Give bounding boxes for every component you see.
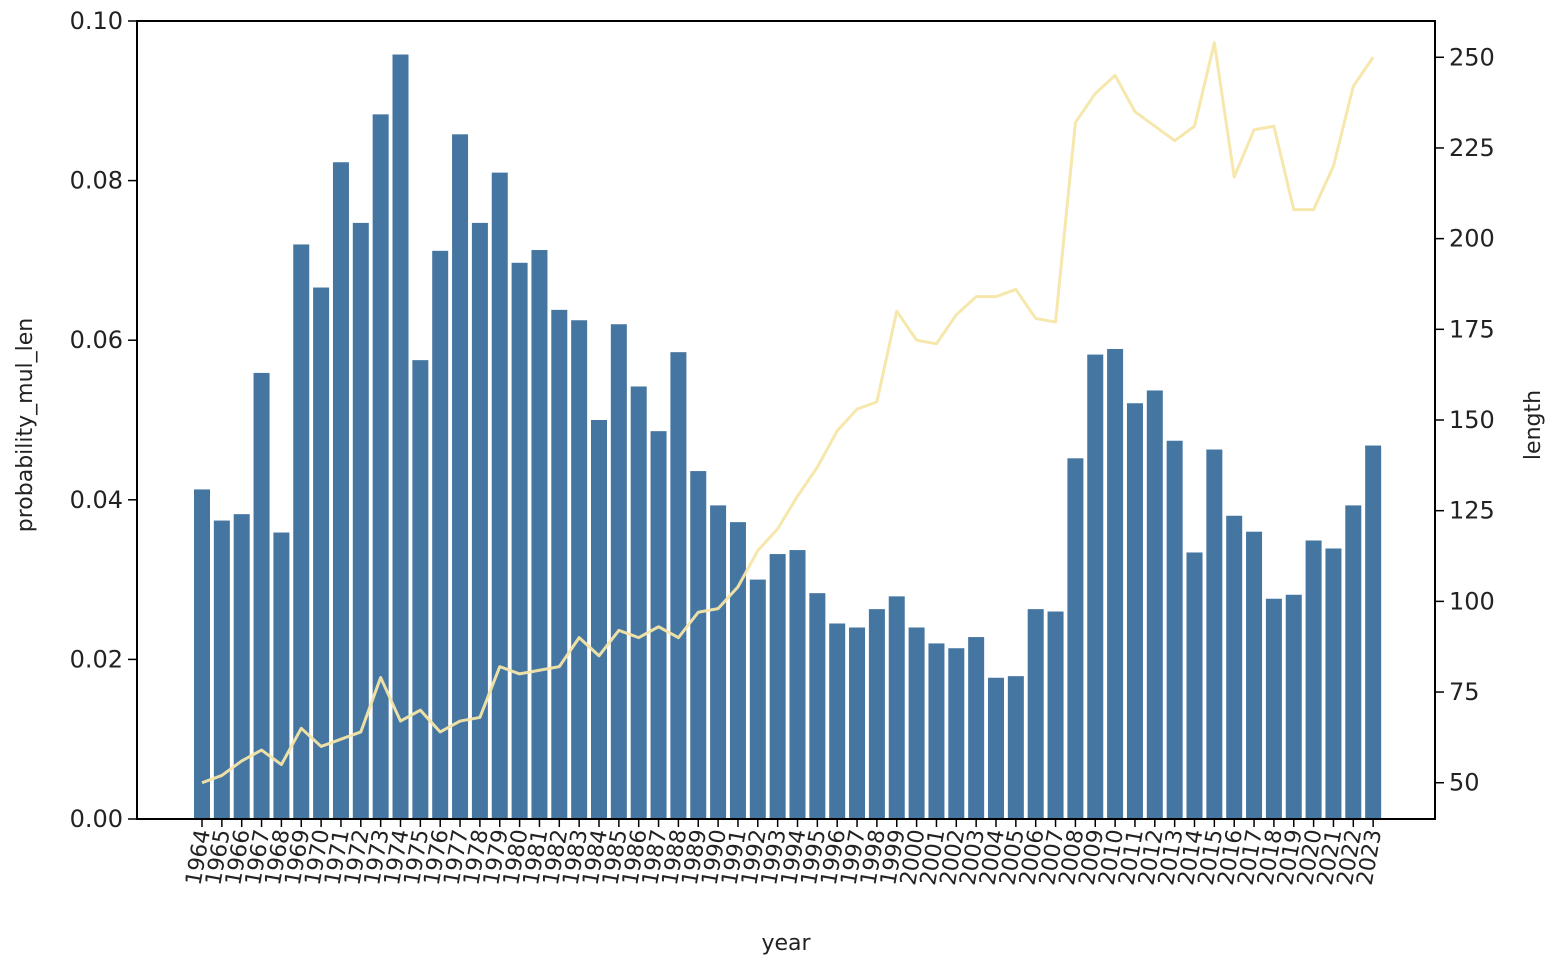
- bar: [531, 250, 548, 819]
- bar: [630, 386, 647, 819]
- y2-tick-label: 50: [1449, 769, 1480, 797]
- bar: [789, 550, 806, 819]
- bar: [213, 520, 230, 819]
- y2-tick-label: 125: [1449, 497, 1495, 525]
- bar-series: [194, 54, 1382, 820]
- bar: [948, 648, 965, 819]
- bar: [1285, 594, 1302, 819]
- bar: [809, 593, 826, 819]
- bar: [1166, 440, 1183, 819]
- bar: [1067, 458, 1084, 819]
- y2-tick-label: 175: [1449, 315, 1495, 343]
- x-axis: 1964196519661967196819691970197119721973…: [182, 819, 1387, 887]
- bar: [1325, 548, 1342, 819]
- bar: [233, 514, 250, 819]
- bar: [273, 532, 290, 819]
- bar: [1186, 552, 1203, 819]
- bar: [988, 677, 1004, 819]
- bar: [551, 309, 568, 819]
- x-axis-title: year: [761, 931, 811, 956]
- bar: [1246, 531, 1263, 819]
- bar: [670, 352, 687, 819]
- bar: [1365, 445, 1382, 819]
- bar: [1226, 515, 1243, 819]
- y2-tick-label: 225: [1449, 134, 1495, 162]
- bar: [452, 134, 469, 819]
- bar: [908, 627, 925, 819]
- bar: [1087, 354, 1104, 819]
- bar: [1206, 449, 1223, 819]
- y-tick-label: 0.10: [70, 7, 123, 35]
- bar: [1126, 403, 1143, 819]
- bar: [1265, 598, 1282, 819]
- y2-axis-title: length: [1521, 390, 1546, 460]
- y-axis-right: 50 75 100 125 150 175 200 225 250: [1435, 43, 1495, 797]
- y2-tick-label: 250: [1449, 43, 1495, 71]
- bar: [432, 250, 449, 819]
- y-tick-label: 0.00: [70, 805, 123, 833]
- bar: [1007, 676, 1024, 819]
- bar: [1146, 390, 1163, 819]
- bar: [194, 489, 210, 819]
- bar: [610, 324, 627, 819]
- y-axis-title: probability_mul_len: [13, 318, 38, 532]
- line-series: [201, 41, 1375, 785]
- bar: [968, 637, 985, 819]
- bar: [1107, 348, 1124, 819]
- bar: [571, 320, 588, 819]
- bar: [888, 596, 905, 819]
- bar: [928, 643, 945, 819]
- y2-tick-label: 75: [1449, 678, 1480, 706]
- y2-tick-label: 150: [1449, 406, 1495, 434]
- y2-tick-label: 100: [1449, 587, 1495, 615]
- bar: [710, 505, 727, 819]
- bar: [650, 431, 667, 819]
- y-tick-label: 0.02: [70, 645, 123, 673]
- bar: [1345, 505, 1362, 819]
- bar: [471, 222, 488, 819]
- bar: [313, 287, 330, 819]
- bar: [352, 222, 369, 819]
- y-axis-left: 0.00 0.02 0.04 0.06 0.08 0.10: [70, 7, 137, 833]
- bar: [591, 420, 607, 819]
- bar: [1027, 609, 1044, 819]
- bar: [690, 471, 707, 819]
- y-tick-label: 0.08: [70, 167, 123, 195]
- bar: [829, 623, 846, 819]
- bar: [332, 162, 349, 819]
- y-tick-label: 0.04: [70, 486, 123, 514]
- bar: [1047, 611, 1064, 819]
- bar: [412, 360, 429, 819]
- bar: [511, 262, 528, 819]
- bar: [293, 244, 310, 819]
- bar: [749, 579, 766, 819]
- bar: [1305, 540, 1322, 819]
- bar: [392, 54, 409, 819]
- bar: [729, 522, 746, 819]
- length-line: [201, 41, 1375, 785]
- y2-tick-label: 200: [1449, 225, 1495, 253]
- bar: [769, 554, 786, 819]
- y-tick-label: 0.06: [70, 326, 123, 354]
- bar: [868, 609, 885, 819]
- bar: [372, 114, 389, 820]
- bar: [491, 172, 508, 819]
- bar: [253, 372, 270, 819]
- bar: [849, 627, 866, 819]
